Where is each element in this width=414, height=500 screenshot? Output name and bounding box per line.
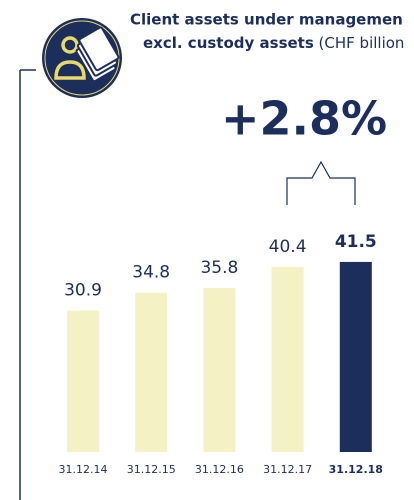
value-label: 30.9 (64, 280, 102, 300)
x-tick-label: 31.12.18 (329, 463, 383, 476)
value-label: 40.4 (269, 237, 307, 257)
bar (339, 261, 372, 452)
bar (203, 288, 236, 452)
subtitle-bold: excl. custody assets (143, 34, 314, 52)
subtitle: (CHF billion (319, 34, 405, 52)
value-label: 41.5 (335, 232, 377, 252)
bar (67, 310, 99, 452)
chart-title: Client assets under managemen (130, 11, 403, 29)
annotation: +2.8% (221, 92, 387, 146)
chart-subtitle: excl. custody assets (CHF billion (143, 34, 404, 52)
bar (271, 266, 304, 452)
value-label: 34.8 (132, 263, 170, 283)
x-tick-label: 31.12.15 (127, 463, 176, 476)
icon (42, 18, 122, 98)
bar (135, 292, 168, 452)
bracket (286, 160, 356, 205)
x-tick-label: 31.12.17 (263, 463, 312, 476)
x-tick-label: 31.12.14 (59, 463, 108, 476)
value-label: 35.8 (200, 258, 238, 278)
x-tick-label: 31.12.16 (195, 463, 244, 476)
